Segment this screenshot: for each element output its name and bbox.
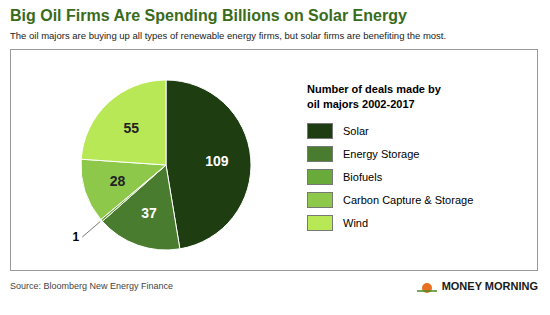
html-text:Biofuels: Biofuels [343, 170, 383, 183]
html-text:MONEY MORNING: MONEY MORNING [441, 280, 538, 292]
svg-text:55: 55 [123, 120, 139, 136]
html-text:oil majors 2002-2017: oil majors 2002-2017 [307, 97, 415, 110]
html-text:Wind: Wind [343, 216, 369, 229]
svg-text:1: 1 [73, 230, 80, 244]
html-text:Carbon Capture & Storage: Carbon Capture & Storage [343, 193, 474, 206]
svg-text:28: 28 [110, 173, 126, 189]
html-text:Number of deals made by: Number of deals made by [307, 83, 441, 96]
svg-text:37: 37 [141, 205, 157, 221]
svg-text:109: 109 [205, 153, 229, 169]
html-text:Source: Bloomberg New Energy F: Source: Bloomberg New Energy Finance [10, 281, 174, 291]
html-text:The oil majors are buying up a: The oil majors are buying up all types o… [10, 30, 447, 41]
html-text:Solar: Solar [343, 124, 369, 137]
html-text:Energy Storage: Energy Storage [343, 147, 420, 160]
html-text:Big Oil Firms Are Spending Bil: Big Oil Firms Are Spending Billions on S… [10, 7, 407, 24]
